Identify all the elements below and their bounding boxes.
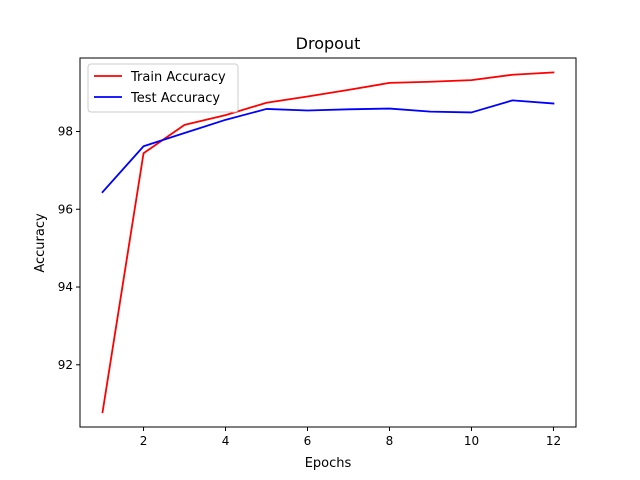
x-tick-label: 6 [304, 434, 312, 448]
x-tick-label: 12 [546, 434, 561, 448]
y-tick-label: 98 [58, 124, 73, 138]
x-tick-label: 4 [222, 434, 230, 448]
legend: Train Accuracy Test Accuracy [87, 63, 239, 113]
series-line-train-accuracy [101, 71, 555, 414]
x-axis-label: Epochs [305, 456, 352, 471]
axes-frame [79, 57, 577, 428]
legend-entry: Test Accuracy [130, 91, 220, 106]
series-line-test-accuracy [101, 99, 555, 194]
x-tick-label: 10 [464, 434, 479, 448]
chart-title: Dropout [296, 34, 361, 53]
plot-area: 2 4 6 8 10 12 92 94 96 98 Train Accuracy Test Accur… [58, 57, 577, 448]
x-tick-label: 2 [140, 434, 148, 448]
legend-entry: Train Accuracy [130, 70, 226, 85]
legend-box [87, 63, 239, 113]
y-tick-label: 94 [58, 280, 73, 294]
x-tick-label: 8 [386, 434, 394, 448]
y-axis-label: Accuracy [33, 213, 48, 273]
y-tick-label: 92 [58, 358, 73, 372]
y-tick-label: 96 [58, 202, 73, 216]
